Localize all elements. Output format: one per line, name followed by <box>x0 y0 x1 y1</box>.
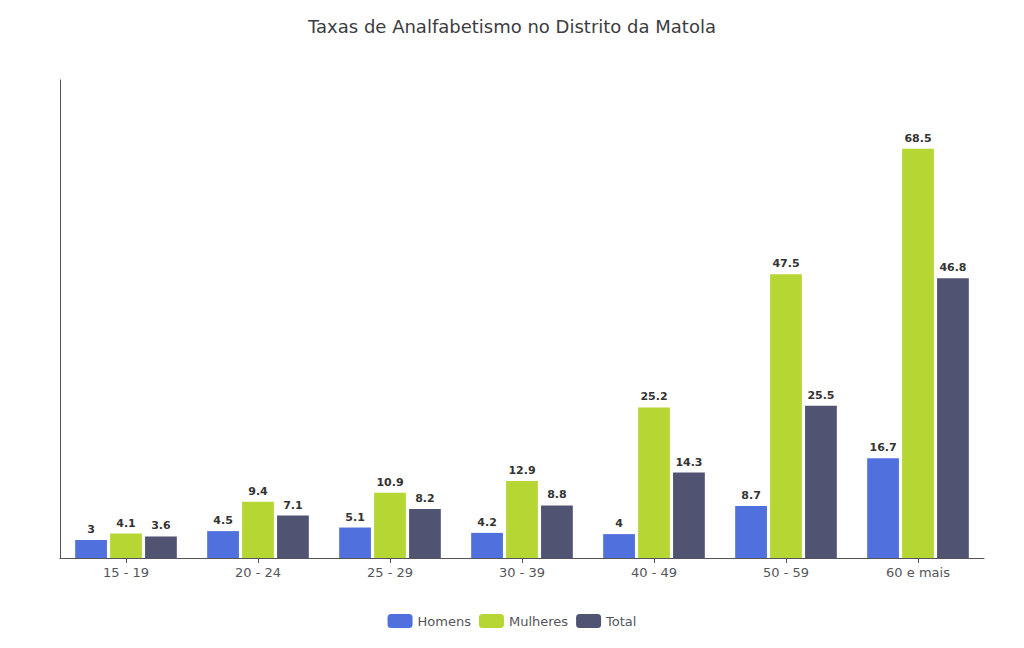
svg-text:8.2: 8.2 <box>415 492 435 505</box>
svg-text:12.9: 12.9 <box>508 464 535 477</box>
svg-text:14.3: 14.3 <box>675 456 702 469</box>
svg-text:4: 4 <box>615 517 623 530</box>
svg-text:16.7: 16.7 <box>869 441 896 454</box>
svg-text:60 e mais: 60 e mais <box>886 565 950 580</box>
svg-text:Mulheres: Mulheres <box>509 614 568 629</box>
svg-text:4.2: 4.2 <box>477 516 497 529</box>
svg-text:25 - 29: 25 - 29 <box>367 565 413 580</box>
svg-text:7.1: 7.1 <box>283 499 303 512</box>
svg-text:5.1: 5.1 <box>345 511 365 524</box>
svg-text:25.5: 25.5 <box>807 389 834 402</box>
svg-text:4.1: 4.1 <box>116 517 136 530</box>
svg-text:30 - 39: 30 - 39 <box>499 565 545 580</box>
svg-text:47.5: 47.5 <box>772 257 799 270</box>
svg-text:46.8: 46.8 <box>939 261 966 274</box>
svg-text:20 - 24: 20 - 24 <box>235 565 281 580</box>
svg-text:4.5: 4.5 <box>213 514 233 527</box>
svg-text:15 - 19: 15 - 19 <box>103 565 149 580</box>
svg-text:8.7: 8.7 <box>741 489 761 502</box>
svg-text:9.4: 9.4 <box>248 485 268 498</box>
svg-text:3.6: 3.6 <box>151 519 171 532</box>
svg-text:40 - 49: 40 - 49 <box>631 565 677 580</box>
svg-text:25.2: 25.2 <box>640 390 667 403</box>
svg-text:50 - 59: 50 - 59 <box>763 565 809 580</box>
svg-text:8.8: 8.8 <box>547 488 567 501</box>
svg-text:68.5: 68.5 <box>904 132 931 145</box>
svg-text:Homens: Homens <box>418 614 472 629</box>
svg-text:Total: Total <box>605 614 636 629</box>
svg-text:Taxas de Analfabetismo no Dist: Taxas de Analfabetismo no Distrito da Ma… <box>307 16 716 37</box>
svg-text:3: 3 <box>87 523 95 536</box>
svg-text:10.9: 10.9 <box>376 476 403 489</box>
